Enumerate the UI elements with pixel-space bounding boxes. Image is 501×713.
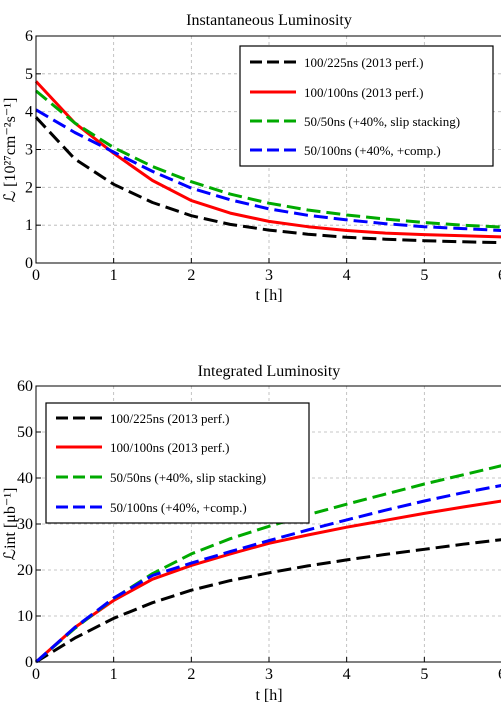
- legend-entry-100-100: 100/100ns (2013 perf.): [110, 440, 230, 455]
- x-tick-label: 0: [32, 267, 40, 284]
- y-tick-label: 0: [25, 654, 33, 671]
- legend-entry-50-100: 50/100ns (+40%, +comp.): [110, 500, 247, 515]
- x-tick-label: 2: [187, 666, 195, 683]
- x-tick-label: 1: [110, 666, 118, 683]
- y-tick-label: 20: [17, 562, 33, 579]
- chart-title: Integrated Luminosity: [198, 363, 341, 380]
- y-tick-label: 5: [25, 66, 33, 83]
- instantaneous-luminosity-chart: Instantaneous Luminosity 0 1 2 3 4 5 6 0 1 2 3 4 5 6…: [2, 12, 501, 304]
- y-tick-labels: 0 10 20 30 40 50 60: [17, 378, 33, 671]
- legend-entry-50-50: 50/50ns (+40%, slip stacking): [304, 114, 460, 129]
- y-tick-label: 4: [25, 104, 33, 121]
- legend-entry-50-50: 50/50ns (+40%, slip stacking): [110, 470, 266, 485]
- x-tick-label: 4: [343, 666, 351, 683]
- x-tick-label: 3: [265, 267, 273, 284]
- y-tick-label: 40: [17, 470, 33, 487]
- y-tick-label: 10: [17, 608, 33, 625]
- legend-entry-50-100: 50/100ns (+40%, +comp.): [304, 143, 441, 158]
- y-tick-label: 50: [17, 424, 33, 441]
- x-tick-label: 5: [420, 666, 428, 683]
- y-tick-label: 30: [17, 516, 33, 533]
- y-tick-label: 3: [25, 142, 33, 159]
- y-tick-label: 1: [25, 217, 33, 234]
- legend: 100/225ns (2013 perf.) 100/100ns (2013 p…: [46, 403, 309, 523]
- legend: 100/225ns (2013 perf.) 100/100ns (2013 p…: [240, 46, 493, 166]
- y-tick-labels: 0 1 2 3 4 5 6: [25, 28, 33, 272]
- x-tick-label: 5: [420, 267, 428, 284]
- legend-entry-100-100: 100/100ns (2013 perf.): [304, 85, 424, 100]
- y-tick-label: 2: [25, 179, 33, 196]
- y-tick-label: 60: [17, 378, 33, 395]
- y-tick-label: 0: [25, 255, 33, 272]
- legend-entry-100-225: 100/225ns (2013 perf.): [304, 55, 424, 70]
- x-tick-label: 2: [187, 267, 195, 284]
- x-tick-label: 3: [265, 666, 273, 683]
- x-tick-label: 0: [32, 666, 40, 683]
- x-tick-label: 4: [343, 267, 351, 284]
- y-axis-label: ℒint [μb⁻¹]: [2, 488, 19, 561]
- y-tick-label: 6: [25, 28, 33, 45]
- x-axis-label: t [h]: [255, 287, 282, 304]
- x-axis-label: t [h]: [255, 687, 282, 704]
- legend-entry-100-225: 100/225ns (2013 perf.): [110, 411, 230, 426]
- x-tick-label: 1: [110, 267, 118, 284]
- y-axis-label: ℒ [10²⁷cm⁻²s⁻¹]: [2, 98, 19, 203]
- chart-title: Instantaneous Luminosity: [186, 12, 352, 29]
- series-line-0: [36, 540, 501, 662]
